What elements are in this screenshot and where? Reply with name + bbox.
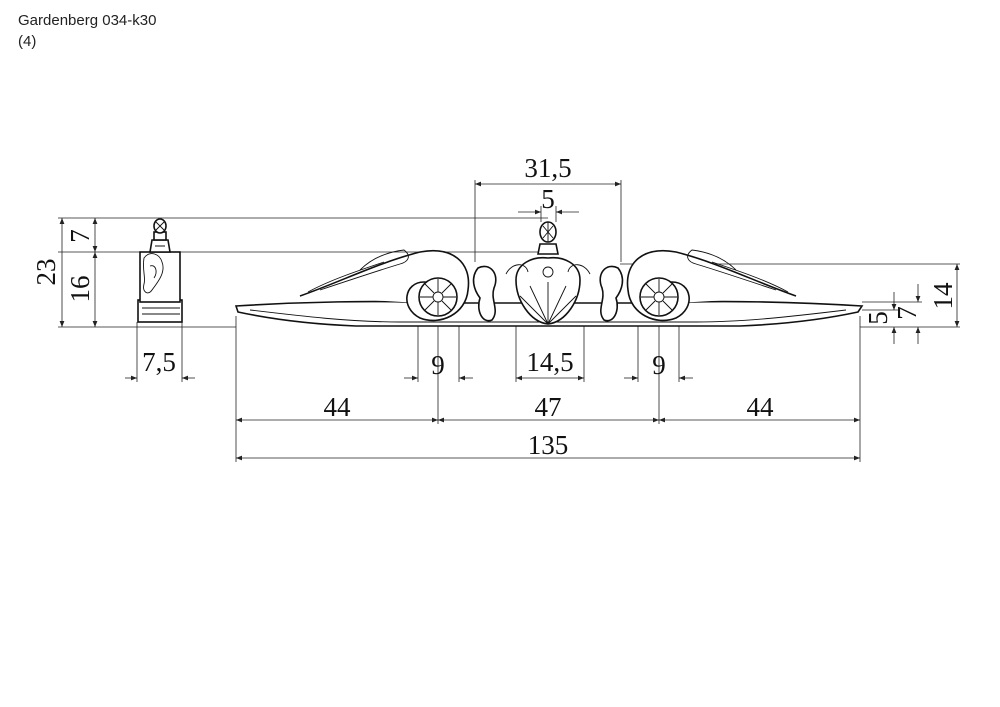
dim-side-depth: 7,5 bbox=[142, 347, 176, 377]
dimension-lines bbox=[59, 181, 960, 461]
dim-finial-width: 5 bbox=[541, 184, 555, 214]
dim-top-width: 31,5 bbox=[524, 153, 571, 183]
dim-side-height-body: 16 bbox=[65, 276, 95, 303]
dimension-labels: 31,5 5 23 7 16 7,5 9 14,5 9 44 47 44 135… bbox=[31, 153, 958, 460]
dim-total-length: 135 bbox=[528, 430, 569, 460]
dim-right-height-total: 14 bbox=[928, 282, 958, 310]
dim-side-height-total: 23 bbox=[31, 259, 61, 286]
side-view-drawing bbox=[137, 218, 183, 323]
drawing-title: Gardenberg 034-k30 bbox=[18, 12, 157, 29]
dim-segment-center: 47 bbox=[535, 392, 562, 422]
front-view-drawing bbox=[234, 221, 864, 327]
dim-right-height-mid: 7 bbox=[892, 306, 922, 320]
dim-segment-left: 44 bbox=[324, 392, 352, 422]
dim-center-shell: 14,5 bbox=[526, 347, 573, 377]
dim-segment-right: 44 bbox=[747, 392, 775, 422]
dim-rosette-right: 9 bbox=[652, 350, 666, 380]
dim-right-height-base: 5 bbox=[863, 311, 893, 325]
dim-side-height-finial: 7 bbox=[65, 229, 95, 243]
drawing-subtitle: (4) bbox=[18, 33, 37, 50]
dim-rosette-left: 9 bbox=[431, 350, 445, 380]
